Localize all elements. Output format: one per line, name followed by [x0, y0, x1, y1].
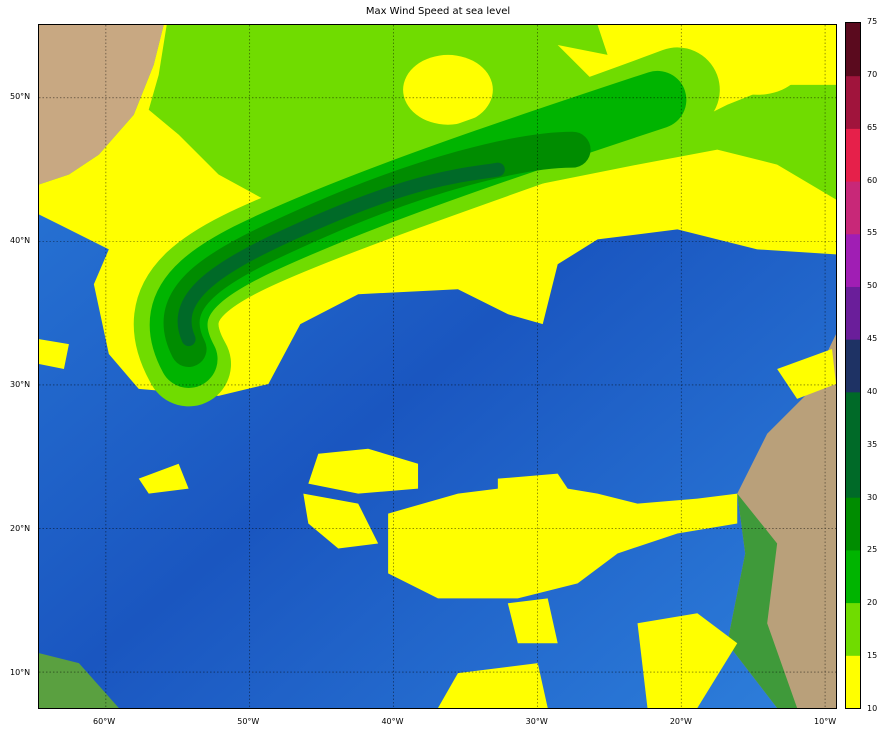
lon-tick-label: 10°W: [814, 717, 837, 726]
colorbar-tick-label: 35: [867, 439, 878, 449]
lat-tick-label: 40°N: [10, 236, 31, 245]
colorbar-segment: [846, 181, 860, 235]
colorbar-segment: [846, 497, 860, 551]
colorbar-segment: [846, 444, 860, 498]
colorbar-segment: [846, 233, 860, 287]
contour-10-15: [388, 483, 738, 599]
colorbar-segment: [846, 549, 860, 604]
lon-tick-label: 20°W: [669, 717, 692, 726]
contour-10-15: [308, 448, 419, 494]
map-title: Max Wind Speed at sea level: [365, 6, 511, 17]
colorbar-tick-label: 40: [867, 386, 878, 396]
lon-tick-label: 50°W: [237, 717, 260, 726]
contour-10-15: [138, 463, 189, 494]
colorbar-tick-label: 55: [867, 228, 878, 238]
colorbar-segment: [846, 655, 860, 708]
lon-tick-label: 40°W: [381, 717, 404, 726]
land-africa-green: [727, 493, 798, 708]
lon-tick-label: 60°W: [93, 717, 116, 726]
wind-speed-map: [38, 24, 837, 709]
lat-tick-label: 20°N: [10, 524, 31, 533]
contour-10-15: [497, 473, 578, 514]
contour-10-15: [777, 349, 836, 399]
graticule: [39, 25, 836, 708]
colorbar-tick-label: 10: [867, 704, 878, 713]
colorbar-segment: [846, 286, 860, 340]
contour-10-15: [39, 339, 69, 369]
colorbar-tick-label: 65: [867, 122, 878, 132]
colorbar: [845, 22, 861, 709]
wind-contours: [39, 25, 836, 708]
colorbar-tick-label: 50: [867, 281, 878, 291]
lon-tick-label: 30°W: [525, 717, 548, 726]
contour-30-40-band: [177, 162, 505, 347]
colorbar-tick-label: 70: [867, 69, 878, 79]
lat-tick-label: 50°N: [10, 92, 31, 101]
colorbar-tick-label: 60: [867, 175, 878, 185]
colorbar-segment: [846, 339, 860, 393]
colorbar-segment: [846, 602, 860, 656]
contour-10-15: [712, 34, 803, 95]
contour-10-15: [437, 663, 548, 708]
colorbar-segment: [846, 75, 860, 129]
colorbar-tick-label: 75: [867, 17, 878, 26]
contour-10-15: [403, 54, 493, 125]
colorbar-tick-label: 30: [867, 492, 878, 502]
lat-tick-label: 30°N: [10, 380, 31, 389]
contour-10-15: [507, 598, 558, 644]
land-north-america: [39, 25, 164, 185]
colorbar-tick-label: 20: [867, 598, 878, 608]
colorbar-segment: [846, 23, 860, 77]
contour-10-15: [303, 493, 379, 549]
land-caribbean: [39, 653, 119, 708]
colorbar-tick-label: 25: [867, 545, 878, 555]
colorbar-segment: [846, 391, 860, 446]
colorbar-tick-label: 15: [867, 651, 878, 661]
colorbar-segment: [846, 128, 860, 182]
lat-tick-label: 10°N: [10, 668, 31, 677]
colorbar-tick-label: 45: [867, 334, 878, 344]
contour-10-15: [637, 613, 738, 708]
